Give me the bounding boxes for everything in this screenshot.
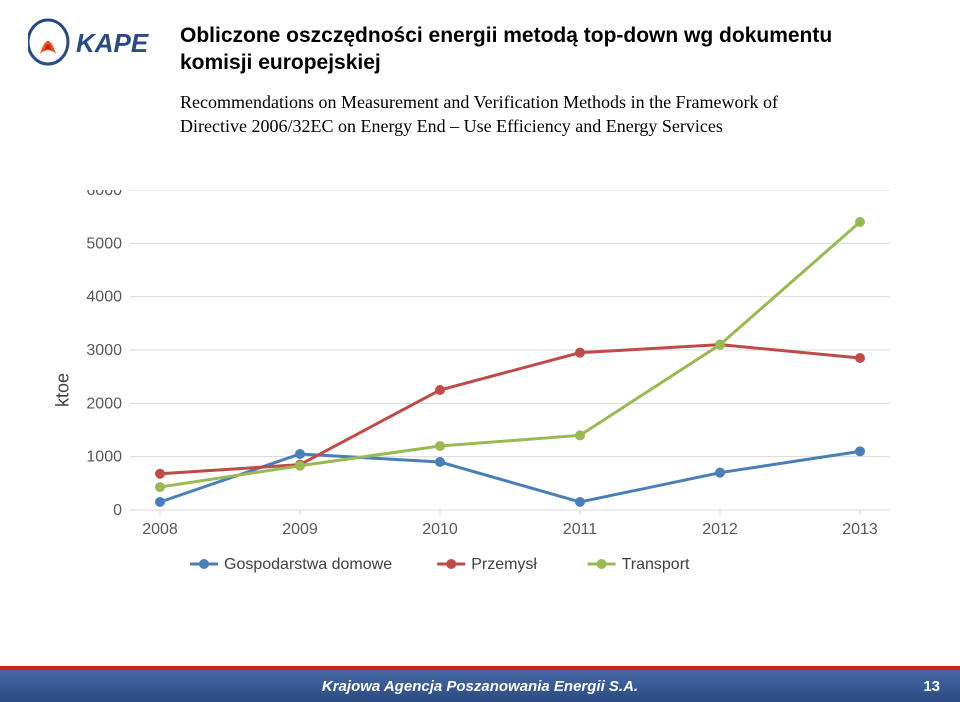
svg-text:2013: 2013 — [842, 521, 878, 538]
subtitle-line-1: Recommendations on Measurement and Verif… — [180, 92, 778, 112]
svg-text:2000: 2000 — [86, 395, 122, 412]
kape-logo: KAPE — [28, 18, 168, 71]
subtitle-line-2: Directive 2006/32EC on Energy End – Use … — [180, 116, 723, 136]
footer-bar: Krajowa Agencja Poszanowania Energii S.A… — [0, 666, 960, 702]
svg-text:5000: 5000 — [86, 235, 122, 252]
page-number: 13 — [923, 678, 940, 695]
line-chart: 0 1000 2000 3000 4000 5000 6000 2008 2009 2010 201… — [80, 190, 900, 590]
svg-text:0: 0 — [113, 502, 122, 519]
slide-title: Obliczone oszczędności energii metodą to… — [180, 22, 900, 77]
svg-text:2008: 2008 — [142, 521, 178, 538]
footer-text: Krajowa Agencja Poszanowania Energii S.A… — [322, 678, 638, 695]
svg-text:2009: 2009 — [282, 521, 318, 538]
subtitle-block: Recommendations on Measurement and Verif… — [180, 90, 900, 139]
svg-text:1000: 1000 — [86, 449, 122, 466]
logo-text: KAPE — [76, 28, 149, 58]
svg-text:2010: 2010 — [422, 521, 458, 538]
title-line-2: komisji europejskiej — [180, 51, 381, 74]
svg-text:3000: 3000 — [86, 342, 122, 359]
chart-area: ktoe 01000200030004000500060002008200920… — [80, 190, 900, 590]
title-block: Obliczone oszczędności energii metodą to… — [180, 22, 900, 77]
svg-text:Przemysł: Przemysł — [471, 556, 537, 573]
slide-root: KAPE Obliczone oszczędności energii meto… — [0, 0, 960, 702]
svg-text:4000: 4000 — [86, 289, 122, 306]
title-line-1: Obliczone oszczędności energii metodą to… — [180, 24, 832, 47]
svg-text:6000: 6000 — [86, 190, 122, 199]
svg-text:Gospodarstwa domowe: Gospodarstwa domowe — [224, 556, 392, 573]
svg-text:2012: 2012 — [702, 521, 738, 538]
y-axis-label: ktoe — [53, 373, 74, 407]
svg-text:2011: 2011 — [563, 521, 598, 538]
svg-text:Transport: Transport — [622, 556, 690, 573]
